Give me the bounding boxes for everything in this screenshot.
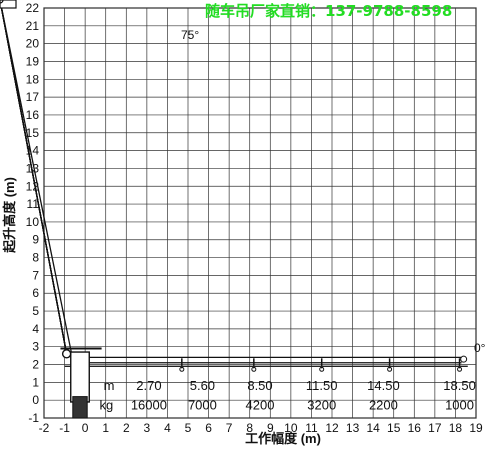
table-load-value: 4200 <box>246 398 275 413</box>
x-tick-label: 7 <box>226 421 233 435</box>
x-tick-label: 17 <box>428 421 442 435</box>
unit-m-label: m <box>104 378 115 393</box>
table-radius-value: 14.50 <box>367 378 400 393</box>
x-tick-label: 3 <box>144 421 151 435</box>
table-load-value: 7000 <box>188 398 217 413</box>
y-tick-label: 11 <box>27 197 40 211</box>
y-tick-label: 22 <box>26 1 40 15</box>
x-tick-label: 18 <box>449 421 463 435</box>
hook-marker <box>251 366 257 372</box>
y-tick-label: 19 <box>26 54 40 68</box>
table-load-value: 1000 <box>445 398 474 413</box>
boom-head <box>0 0 17 9</box>
y-tick-label: 21 <box>26 19 40 33</box>
load-table: m kg 2.70 16000 5.60 7000 8.50 4200 11.50 3200 14.… <box>100 378 476 413</box>
contact-banner: 随车吊厂家直销：137-9788-8598 <box>205 2 452 20</box>
x-tick-label: 1 <box>102 421 109 435</box>
hook-icon <box>460 355 468 363</box>
table-load-value: 16000 <box>131 398 167 413</box>
unit-kg-label: kg <box>100 398 114 413</box>
y-axis-title: 起升高度 (m) <box>2 177 17 254</box>
y-tick-label: 15 <box>26 126 40 140</box>
grid <box>43 7 477 419</box>
x-tick-label: 4 <box>164 421 171 435</box>
x-tick-label: -1 <box>59 421 70 435</box>
x-tick-label: 13 <box>346 421 360 435</box>
y-tick-label: 7 <box>32 268 39 282</box>
table-radius-value: 5.60 <box>190 378 215 393</box>
hook-marker <box>387 366 393 372</box>
x-tick-label: 8 <box>246 421 253 435</box>
y-tick-label: 1 <box>32 375 39 389</box>
plot-frame <box>43 7 477 419</box>
x-tick-label: 6 <box>205 421 212 435</box>
x-tick-label: 2 <box>123 421 130 435</box>
crane-base <box>72 396 88 419</box>
y-tick-label: 3 <box>32 340 39 354</box>
y-tick-label: 9 <box>32 233 39 247</box>
boom-rail <box>0 0 73 354</box>
y-tick-label: -1 <box>28 411 39 425</box>
x-tick-label: 0 <box>82 421 89 435</box>
y-tick-label: 10 <box>26 215 40 229</box>
y-tick-label: 8 <box>32 251 39 265</box>
table-radius-value: 2.70 <box>136 378 161 393</box>
y-tick-label: 17 <box>26 90 40 104</box>
x-tick-label: -2 <box>39 421 50 435</box>
y-tick-label: 18 <box>26 72 40 86</box>
boom-pivot <box>61 349 72 359</box>
x-tick-label: 5 <box>185 421 192 435</box>
hook-marker <box>457 366 463 372</box>
x-tick-label: 11 <box>305 421 318 435</box>
table-radius-value: 8.50 <box>247 378 272 393</box>
x-tick-label: 10 <box>284 421 298 435</box>
angle-max-label: 75° <box>181 28 199 42</box>
table-radius-value: 18.50 <box>443 378 476 393</box>
y-tick-label: 5 <box>32 304 39 318</box>
x-tick-label: 12 <box>325 421 339 435</box>
hook-marker <box>179 366 185 372</box>
table-load-value: 3200 <box>307 398 336 413</box>
x-tick-label: 16 <box>408 421 422 435</box>
boom-section <box>0 0 68 354</box>
tick-labels: -2 -1 0 1 2 3 4 5 6 7 8 9 10 11 12 13 14 15 16 17 18 19-10123… <box>26 1 483 435</box>
table-load-value: 2200 <box>369 398 398 413</box>
y-tick-label: 16 <box>26 108 40 122</box>
angle-min-label: 0° <box>474 341 486 355</box>
crane-boom <box>0 0 468 419</box>
x-tick-label: 14 <box>366 421 380 435</box>
y-tick-label: 4 <box>32 322 39 336</box>
table-radius-value: 11.50 <box>306 378 338 393</box>
x-tick-label: 9 <box>267 421 274 435</box>
y-tick-label: 20 <box>26 37 40 51</box>
x-tick-label: 15 <box>387 421 401 435</box>
y-tick-label: 6 <box>32 286 39 300</box>
x-axis-title: 工作幅度 (m) <box>245 431 321 446</box>
y-tick-label: 13 <box>26 161 40 175</box>
x-tick-label: 19 <box>469 421 483 435</box>
hook-marker <box>319 366 325 372</box>
y-tick-label: 2 <box>32 358 39 372</box>
y-tick-label: 0 <box>32 393 39 407</box>
crane-column <box>70 351 90 403</box>
